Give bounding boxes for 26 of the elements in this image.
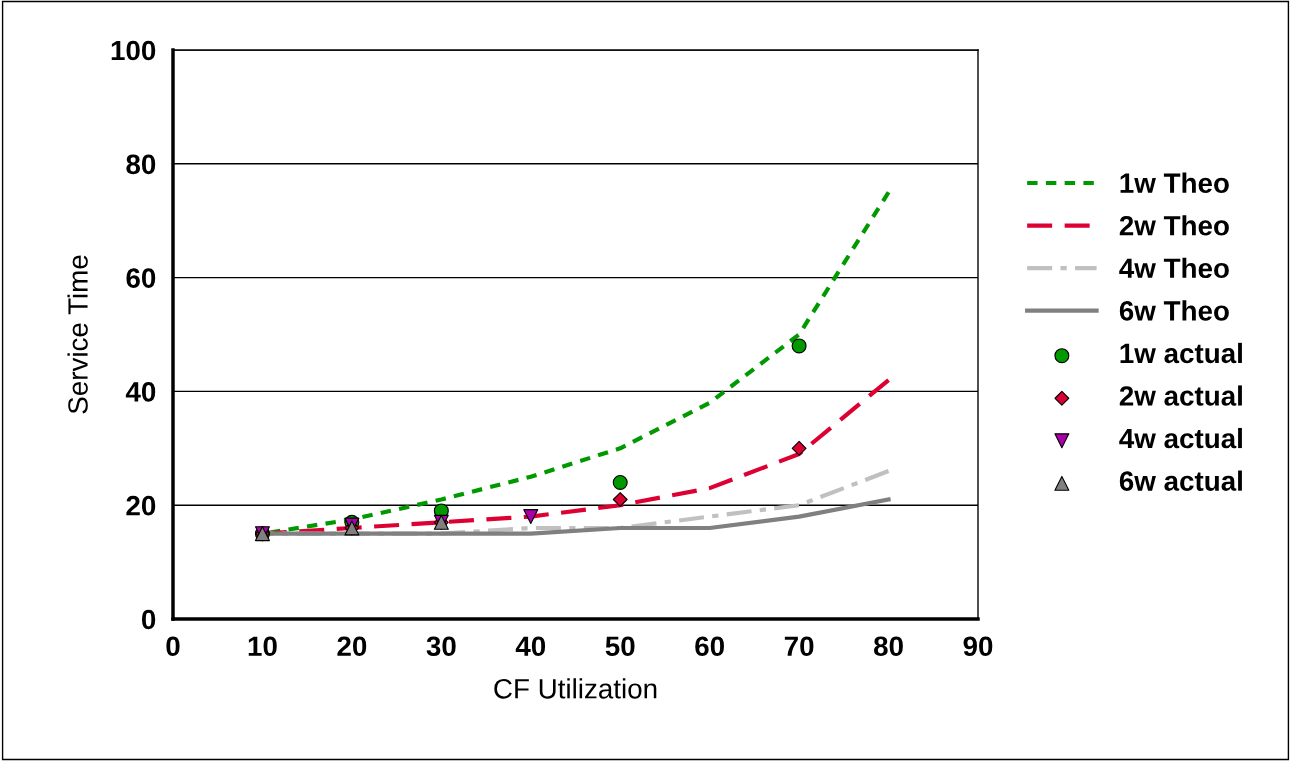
legend-label: 1w actual [1120, 342, 1242, 364]
x-tick-label: 50 [605, 636, 635, 657]
y-axis-title: Service Time [67, 255, 88, 414]
x-tick-label: 40 [515, 636, 546, 657]
x-tick-label: 0 [166, 636, 180, 657]
x-tick-label: 80 [873, 636, 903, 657]
legend-label: 1w Theo [1120, 172, 1229, 193]
legend-label: 2w actual [1119, 385, 1242, 406]
x-axis-title: CF Utilization [494, 678, 657, 699]
legend-label: 6w actual [1119, 470, 1242, 491]
legend-label: 2w Theo [1119, 215, 1229, 236]
y-tick-label: 40 [125, 382, 156, 402]
x-tick-label: 10 [248, 636, 277, 657]
x-tick-label: 60 [695, 636, 724, 657]
x-tick-label: 20 [337, 636, 367, 657]
y-tick-label: 60 [126, 268, 156, 288]
y-tick-label: 0 [141, 609, 156, 630]
legend-label: 6w Theo [1119, 300, 1229, 321]
legend-label: 4w actual [1119, 427, 1242, 449]
y-tick-label: 20 [126, 495, 156, 516]
x-tick-label: 90 [963, 636, 993, 657]
x-tick-label: 30 [426, 636, 456, 657]
legend-label: 4w Theo [1119, 257, 1229, 279]
y-tick-label: 80 [126, 154, 156, 175]
x-tick-label: 70 [784, 636, 814, 657]
y-tick-label: 100 [111, 40, 156, 61]
